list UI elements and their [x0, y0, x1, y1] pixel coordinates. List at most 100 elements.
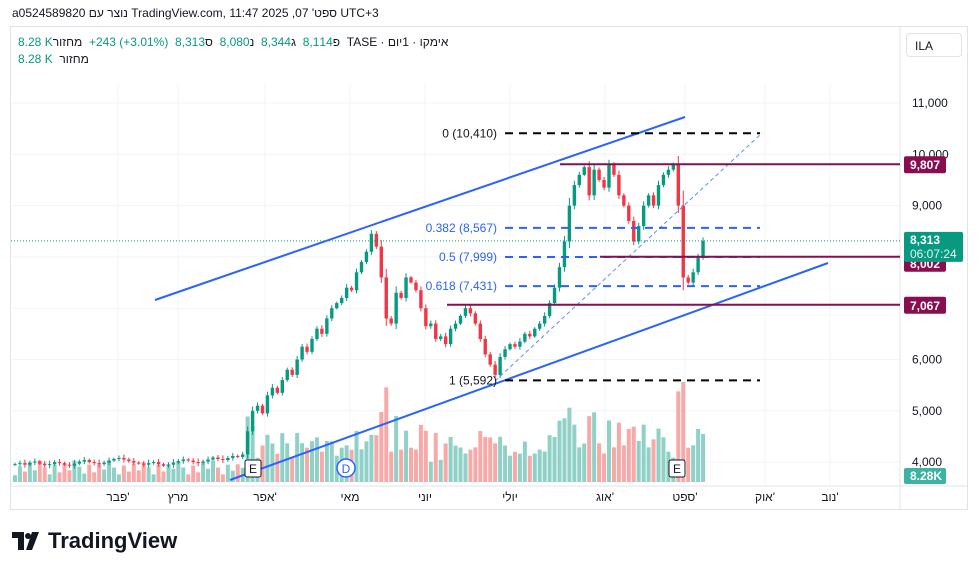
volume-bar — [394, 416, 399, 482]
candle-body — [285, 369, 289, 381]
volume-bar — [141, 462, 146, 482]
candle-body — [617, 174, 621, 196]
candle-body — [409, 277, 413, 283]
candle-body — [166, 464, 171, 466]
volume-value: 8.28 K — [18, 35, 53, 49]
volume-bar — [37, 460, 42, 482]
candle-body — [142, 463, 146, 465]
open-value: 8,114 — [302, 35, 333, 49]
x-tick-label: ספט' — [672, 490, 697, 504]
candle-body — [508, 344, 512, 350]
currency-button[interactable]: ILA — [906, 33, 962, 57]
volume-bar — [126, 471, 131, 482]
volume-bar — [280, 433, 285, 482]
volume-bar — [508, 455, 512, 482]
volume-bar — [661, 437, 666, 482]
candle-body — [483, 338, 487, 355]
volume-bar — [250, 426, 255, 482]
candle-body — [404, 277, 408, 298]
tradingview-logo[interactable]: TradingView — [12, 528, 177, 554]
candle-body — [364, 251, 369, 263]
candle-body — [637, 226, 641, 242]
candle-body — [666, 169, 671, 175]
volume-bar — [131, 463, 136, 482]
volume-bar — [196, 472, 201, 482]
volume-bar — [463, 453, 468, 482]
y-tick-label: 6,000 — [912, 353, 942, 367]
candle-body — [335, 303, 339, 309]
volume-bar — [146, 467, 151, 482]
candle-body — [236, 455, 240, 457]
volume-badge — [904, 468, 946, 484]
candle-body — [602, 179, 606, 188]
candle-body — [681, 205, 685, 278]
volume-bar — [602, 453, 607, 482]
volume-bar — [314, 437, 319, 482]
volume-bar — [260, 445, 265, 482]
volume-bar — [121, 465, 126, 482]
volume-bar — [295, 433, 300, 482]
candle-body — [245, 431, 250, 455]
candle-body — [330, 308, 334, 319]
volume-bar — [107, 460, 112, 482]
candle-body — [97, 463, 101, 465]
candle-body — [354, 272, 359, 291]
low-label: נ — [249, 35, 255, 49]
volume-bar — [310, 441, 314, 482]
change-value: +243 (+3.01%) — [88, 35, 169, 49]
volume-bar — [607, 420, 611, 482]
candle-body — [13, 464, 17, 466]
candle-body — [191, 460, 195, 463]
volume-bar — [646, 447, 651, 482]
ohlc-legend: אימקו · 1יום · TASE פ8,114 ג8,344 נ8,080… — [18, 35, 448, 49]
x-tick-label: פבר' — [106, 490, 129, 504]
candle-body — [359, 262, 364, 273]
candle-body — [646, 195, 651, 206]
candle-body — [567, 205, 572, 242]
candle-body — [151, 462, 156, 464]
dividend-event-marker — [336, 458, 356, 478]
candle-body — [231, 455, 235, 458]
logo-text: TradingView — [48, 528, 178, 553]
volume-label: מחזור — [52, 35, 83, 49]
candle-body — [562, 241, 567, 268]
candle-body — [344, 287, 349, 298]
volume-bar — [542, 451, 547, 482]
volume-bar — [206, 468, 211, 482]
candle-body — [38, 461, 42, 464]
volume-bar — [102, 469, 107, 482]
volume-bar — [691, 445, 696, 482]
volume-bar — [275, 453, 280, 482]
volume-bar — [567, 407, 572, 482]
volume-bar — [656, 428, 661, 482]
candle-body — [399, 292, 403, 298]
volume-bar — [220, 474, 225, 482]
volume-bar — [186, 474, 191, 482]
volume-bar — [57, 472, 62, 482]
tradingview-logo-icon — [12, 532, 39, 550]
volume-legend-label: מחזור — [59, 52, 89, 66]
volume-bar — [161, 471, 166, 482]
candle-body — [424, 308, 428, 327]
candle-body — [587, 167, 591, 196]
chart-frame — [10, 26, 968, 510]
volume-bar — [151, 474, 156, 482]
volume-bar — [235, 464, 240, 482]
volume-bar — [597, 443, 602, 482]
volume-bar — [453, 445, 458, 482]
volume-bar — [512, 451, 517, 482]
candle-body — [473, 313, 478, 324]
symbol-label[interactable]: אימקו · 1יום · TASE — [346, 35, 449, 49]
volume-bar — [592, 412, 597, 482]
candle-body — [206, 459, 210, 462]
candle-body — [221, 459, 225, 461]
event-marker-label: D — [342, 462, 351, 476]
candle-body — [542, 315, 547, 324]
volume-badge-label: 8.28K — [910, 469, 942, 483]
candle-body — [280, 380, 284, 393]
last-price-badge — [904, 231, 963, 262]
volume-bar — [547, 435, 552, 482]
volume-bar — [636, 441, 641, 482]
candle-body — [577, 174, 581, 186]
